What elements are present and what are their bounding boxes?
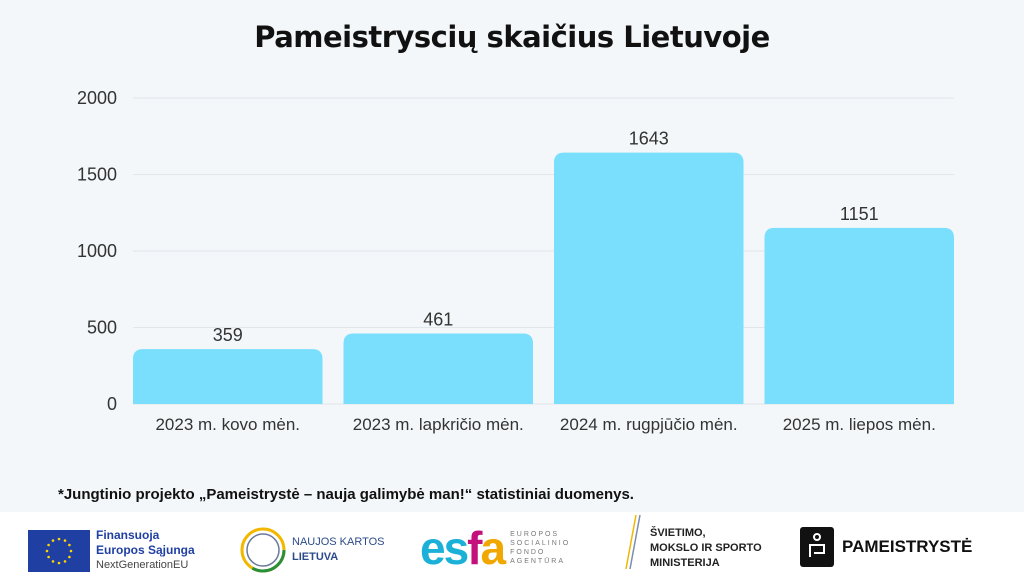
bar (343, 333, 533, 404)
pameistryste-icon (800, 527, 834, 567)
esfa-line3: FONDO (510, 549, 546, 556)
esfa-logo: esfa EUROPOS SOCIALINIO FONDO AGENTŪRA (420, 524, 570, 572)
eu-logo: Finansuoja Europos Sąjunga NextGeneratio… (28, 528, 195, 573)
eu-line2: Europos Sąjunga (96, 543, 195, 557)
chart-title: Pameistryscių skaičius Lietuvoje (254, 20, 770, 54)
eu-line3: NextGenerationEU (96, 559, 189, 571)
naujos-kartos-emblem-icon (240, 527, 286, 573)
eu-flag-icon (28, 529, 90, 572)
data-label: 1151 (840, 204, 879, 224)
bar (554, 152, 744, 404)
pameistryste-name: PAMEISTRYSTĖ (842, 537, 973, 556)
x-tick-label: 2023 m. lapkričio mėn. (353, 415, 524, 434)
x-tick-label: 2023 m. kovo mėn. (155, 415, 300, 434)
smsm-logo: ŠVIETIMO, MOKSLO IR SPORTO MINISTERIJA (622, 512, 762, 571)
data-label: 1643 (629, 129, 669, 149)
smsm-line3: MINISTERIJA (650, 557, 720, 569)
y-tick-label: 0 (107, 394, 117, 414)
x-tick-label: 2025 m. liepos mėn. (783, 415, 936, 434)
nkl-line2: LIETUVA (292, 551, 339, 563)
x-tick-label: 2024 m. rugpjūčio mėn. (560, 415, 738, 434)
data-label: 359 (213, 325, 243, 345)
pameistryste-logo: PAMEISTRYSTĖ (800, 527, 972, 567)
y-tick-label: 1500 (77, 165, 117, 185)
smsm-line1: ŠVIETIMO, (650, 527, 706, 539)
naujos-kartos-logo: NAUJOS KARTOS LIETUVA (240, 527, 385, 573)
esfa-line2: SOCIALINIO (510, 540, 571, 547)
nkl-line1: NAUJOS KARTOS (292, 536, 385, 548)
footnote: *Jungtinio projekto „Pameistrystė – nauj… (58, 486, 634, 503)
smsm-line2: MOKSLO IR SPORTO (650, 542, 762, 554)
y-tick-label: 2000 (77, 88, 117, 108)
eu-line1: Finansuoja (96, 528, 160, 542)
smsm-stripes-icon (625, 514, 641, 569)
bar (133, 349, 323, 404)
esfa-mark: esfa (420, 522, 506, 574)
bar-chart: 0 500 1000 1500 2000 359 2023 m. kovo mėn. 461 2… (77, 88, 954, 434)
esfa-line1: EUROPOS (510, 531, 560, 538)
y-tick-label: 500 (87, 318, 117, 338)
esfa-line4: AGENTŪRA (510, 558, 565, 565)
bar (764, 227, 954, 404)
y-tick-label: 1000 (77, 241, 117, 261)
data-label: 461 (423, 309, 453, 329)
